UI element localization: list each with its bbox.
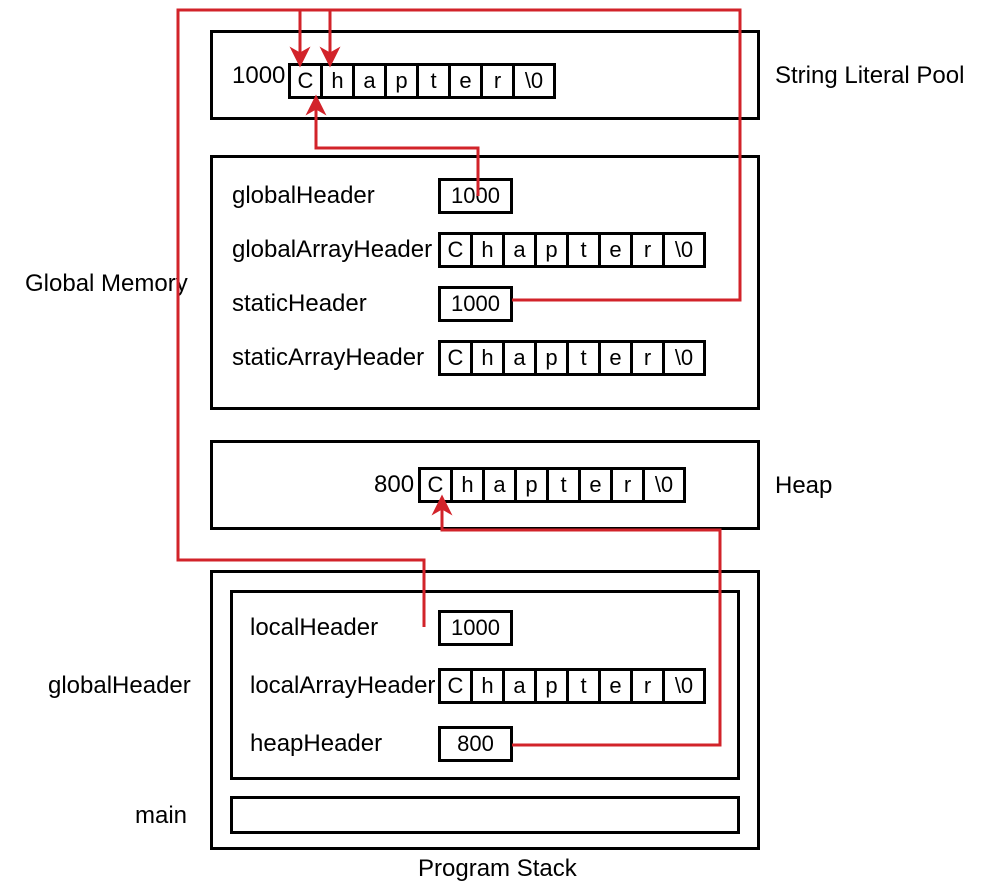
- char-cell: a: [502, 340, 534, 376]
- char-cell: p: [534, 668, 566, 704]
- char-cell: r: [610, 467, 642, 503]
- char-cell: t: [546, 467, 578, 503]
- program-stack-label: Program Stack: [418, 855, 577, 883]
- globalarrayheader-cells: Chapter\0: [438, 232, 706, 268]
- char-cell: C: [438, 232, 470, 268]
- char-cell: h: [450, 467, 482, 503]
- globalheader-value-text: 1000: [451, 183, 500, 209]
- heap-cells: Chapter\0: [418, 467, 686, 503]
- char-cell: e: [578, 467, 610, 503]
- char-cell: p: [384, 63, 416, 99]
- char-cell: r: [630, 668, 662, 704]
- localarrayheader-name: localArrayHeader: [250, 672, 435, 700]
- char-cell: t: [566, 668, 598, 704]
- char-cell: a: [482, 467, 514, 503]
- literal-pool-label: String Literal Pool: [775, 62, 964, 90]
- heapheader-name: heapHeader: [250, 730, 382, 758]
- char-cell: h: [320, 63, 352, 99]
- char-cell: \0: [662, 668, 706, 704]
- heapheader-value: 800: [438, 726, 513, 762]
- char-cell: h: [470, 340, 502, 376]
- char-cell: a: [502, 232, 534, 268]
- char-cell: C: [438, 340, 470, 376]
- char-cell: e: [598, 668, 630, 704]
- char-cell: \0: [662, 232, 706, 268]
- char-cell: e: [448, 63, 480, 99]
- global-memory-label: Global Memory: [25, 270, 188, 298]
- char-cell: C: [288, 63, 320, 99]
- localheader-name: localHeader: [250, 614, 378, 642]
- char-cell: \0: [512, 63, 556, 99]
- char-cell: p: [534, 232, 566, 268]
- localarrayheader-cells: Chapter\0: [438, 668, 706, 704]
- char-cell: a: [502, 668, 534, 704]
- char-cell: C: [418, 467, 450, 503]
- char-cell: p: [514, 467, 546, 503]
- heapheader-value-text: 800: [457, 731, 494, 757]
- char-cell: e: [598, 340, 630, 376]
- char-cell: e: [598, 232, 630, 268]
- localheader-value: 1000: [438, 610, 513, 646]
- localheader-value-text: 1000: [451, 615, 500, 641]
- staticarrayheader-cells: Chapter\0: [438, 340, 706, 376]
- char-cell: r: [480, 63, 512, 99]
- char-cell: \0: [662, 340, 706, 376]
- char-cell: h: [470, 668, 502, 704]
- staticheader-name: staticHeader: [232, 290, 367, 318]
- char-cell: t: [566, 340, 598, 376]
- char-cell: C: [438, 668, 470, 704]
- char-cell: r: [630, 232, 662, 268]
- heap-addr: 800: [374, 471, 414, 499]
- char-cell: a: [352, 63, 384, 99]
- char-cell: h: [470, 232, 502, 268]
- char-cell: t: [416, 63, 448, 99]
- staticheader-value-text: 1000: [451, 291, 500, 317]
- literal-pool-cells: Chapter\0: [288, 63, 556, 99]
- literal-pool-addr: 1000: [232, 62, 285, 90]
- globalheader-name: globalHeader: [232, 182, 375, 210]
- heap-label: Heap: [775, 472, 832, 500]
- staticarrayheader-name: staticArrayHeader: [232, 344, 424, 372]
- staticheader-value: 1000: [438, 286, 513, 322]
- char-cell: r: [630, 340, 662, 376]
- char-cell: p: [534, 340, 566, 376]
- char-cell: t: [566, 232, 598, 268]
- main-frame-label: main: [135, 802, 187, 830]
- main-frame-box: [230, 796, 740, 834]
- globalheader-frame-label: globalHeader: [48, 672, 191, 700]
- char-cell: \0: [642, 467, 686, 503]
- globalheader-value: 1000: [438, 178, 513, 214]
- globalarrayheader-name: globalArrayHeader: [232, 236, 432, 264]
